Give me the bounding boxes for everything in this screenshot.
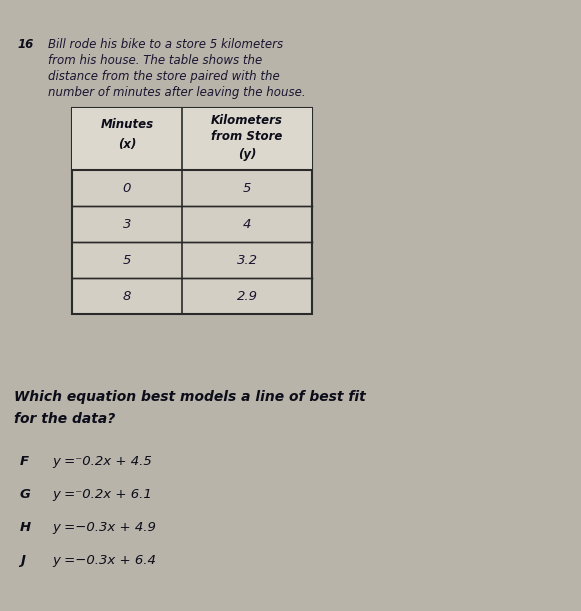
Text: y =⁻0.2x + 4.5: y =⁻0.2x + 4.5 xyxy=(52,455,152,468)
Text: y =−0.3x + 4.9: y =−0.3x + 4.9 xyxy=(52,521,156,534)
Bar xyxy=(72,108,312,170)
Text: 5: 5 xyxy=(243,181,251,194)
Text: 8: 8 xyxy=(123,290,131,302)
Text: 2.9: 2.9 xyxy=(236,290,257,302)
Text: y =−0.3x + 6.4: y =−0.3x + 6.4 xyxy=(52,554,156,567)
Text: 16: 16 xyxy=(18,38,34,51)
Text: Minutes: Minutes xyxy=(101,118,153,131)
Bar xyxy=(72,108,312,314)
Text: distance from the store paired with the: distance from the store paired with the xyxy=(48,70,279,83)
Text: J: J xyxy=(20,554,25,567)
Text: y =⁻0.2x + 6.1: y =⁻0.2x + 6.1 xyxy=(52,488,152,501)
Text: 4: 4 xyxy=(243,218,251,230)
Text: Kilometers: Kilometers xyxy=(211,114,283,127)
Text: number of minutes after leaving the house.: number of minutes after leaving the hous… xyxy=(48,86,306,99)
Text: (y): (y) xyxy=(238,148,256,161)
Text: Which equation best models a line of best fit: Which equation best models a line of bes… xyxy=(14,390,366,404)
Text: 3.2: 3.2 xyxy=(236,254,257,266)
Text: G: G xyxy=(20,488,31,501)
Text: for the data?: for the data? xyxy=(14,412,115,426)
Text: H: H xyxy=(20,521,31,534)
Text: 0: 0 xyxy=(123,181,131,194)
Text: 3: 3 xyxy=(123,218,131,230)
Text: Bill rode his bike to a store 5 kilometers: Bill rode his bike to a store 5 kilomete… xyxy=(48,38,283,51)
Text: from Store: from Store xyxy=(211,130,283,143)
Text: F: F xyxy=(20,455,29,468)
Text: from his house. The table shows the: from his house. The table shows the xyxy=(48,54,262,67)
Text: 5: 5 xyxy=(123,254,131,266)
Text: (x): (x) xyxy=(118,138,136,151)
